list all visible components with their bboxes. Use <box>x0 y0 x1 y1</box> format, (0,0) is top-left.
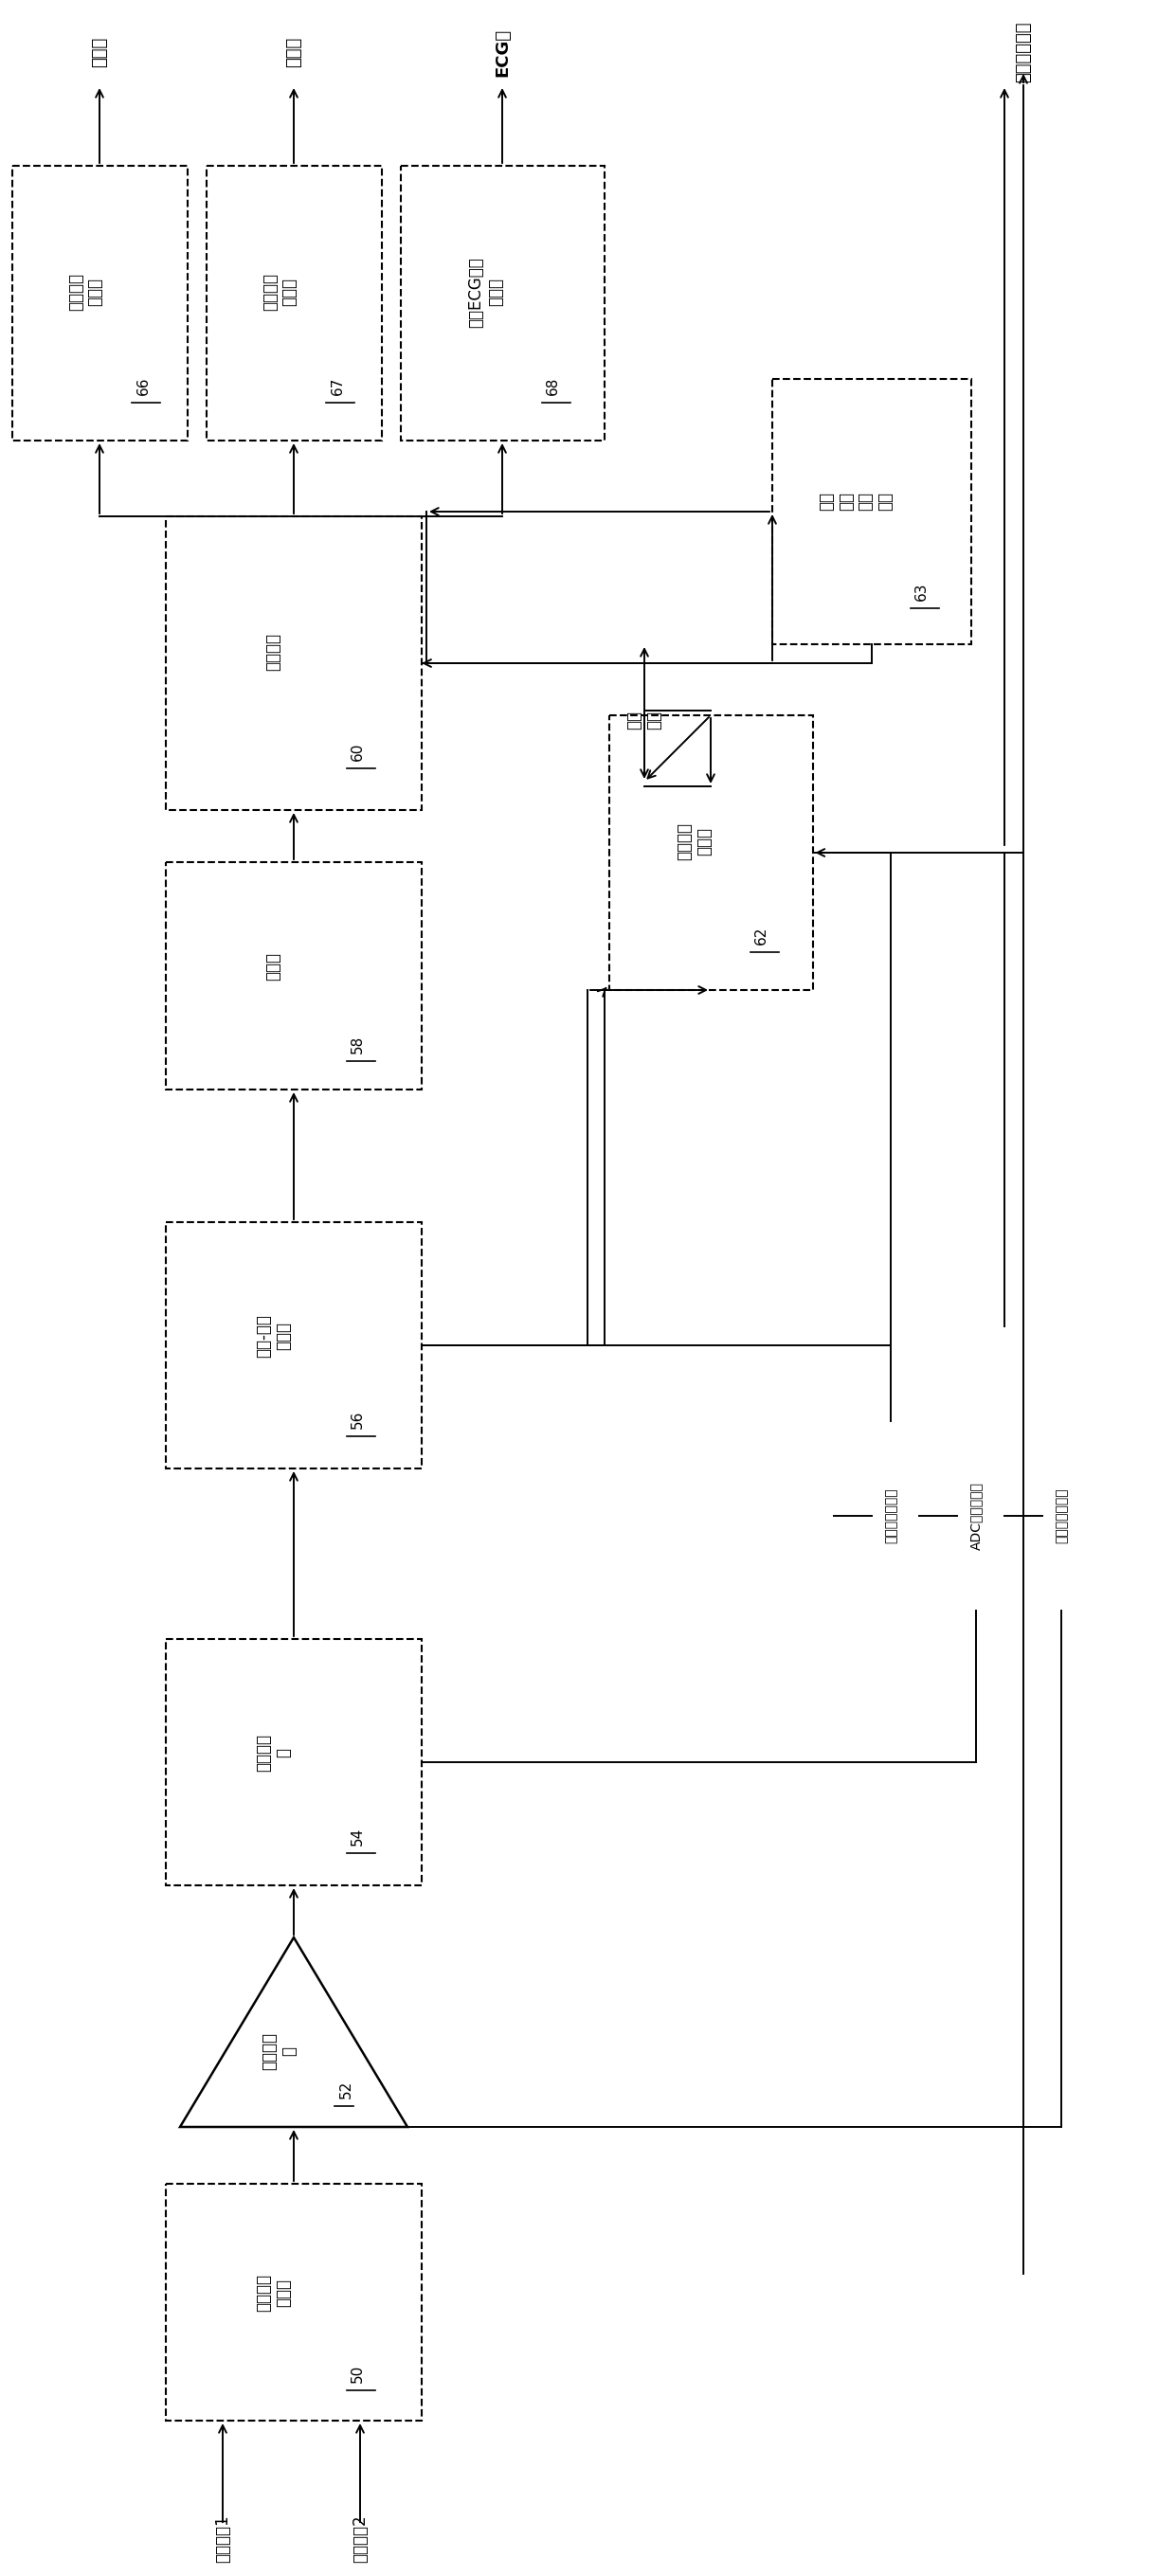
Text: 前置滤波
器带通: 前置滤波 器带通 <box>255 2275 291 2311</box>
Text: 50: 50 <box>350 2365 364 2383</box>
Bar <box>206 165 382 440</box>
Bar <box>166 1221 422 1468</box>
Text: 感测数字
滤波器: 感测数字 滤波器 <box>67 273 103 312</box>
Text: 起搏脉冲
检测器: 起搏脉冲 检测器 <box>676 822 713 860</box>
Text: 低通滤波
器: 低通滤波 器 <box>255 1734 291 1772</box>
Text: 54: 54 <box>350 1826 364 1844</box>
Text: 感测电极2: 感测电极2 <box>351 2514 369 2563</box>
Text: 转换速率超范围: 转换速率超范围 <box>884 1489 898 1543</box>
Bar <box>609 716 813 989</box>
Bar <box>166 515 422 809</box>
Text: 67: 67 <box>330 376 344 394</box>
Bar <box>12 165 187 440</box>
Text: 63: 63 <box>914 582 928 600</box>
Text: 感测电极1: 感测电极1 <box>214 2514 231 2563</box>
Bar <box>166 1638 422 1886</box>
Bar <box>166 2184 422 2421</box>
Text: 56: 56 <box>350 1409 364 1430</box>
Text: 诊断ECG数字
滤波器: 诊断ECG数字 滤波器 <box>468 258 504 327</box>
Text: 感测出: 感测出 <box>90 36 108 67</box>
Text: 形态出: 形态出 <box>286 36 302 67</box>
Text: 模拟-数字
转换器: 模拟-数字 转换器 <box>255 1314 291 1358</box>
Text: 66: 66 <box>136 376 150 394</box>
Text: 起搏
伪像: 起搏 伪像 <box>626 711 663 729</box>
Text: 52: 52 <box>338 2079 352 2097</box>
Text: 保持
消隐
控制
模块: 保持 消隐 控制 模块 <box>818 492 894 510</box>
Bar <box>772 379 972 644</box>
Text: 前置放大超范围: 前置放大超范围 <box>1055 1489 1068 1543</box>
Text: ECG出: ECG出 <box>494 28 511 77</box>
Text: 前置放大
器: 前置放大 器 <box>261 2032 298 2071</box>
Bar <box>166 863 422 1090</box>
Text: 起搏尖峰检测: 起搏尖峰检测 <box>1015 21 1032 82</box>
Text: 68: 68 <box>546 376 560 394</box>
Text: 60: 60 <box>350 742 364 760</box>
Text: 消隐模块: 消隐模块 <box>264 634 282 670</box>
Bar <box>401 165 604 440</box>
Text: ADC输入超范围: ADC输入超范围 <box>969 1481 982 1551</box>
Text: 58: 58 <box>350 1036 364 1054</box>
Text: 形态数字
滤波器: 形态数字 滤波器 <box>261 273 298 312</box>
Text: 62: 62 <box>754 925 768 945</box>
Text: 抖动器: 抖动器 <box>264 953 282 981</box>
